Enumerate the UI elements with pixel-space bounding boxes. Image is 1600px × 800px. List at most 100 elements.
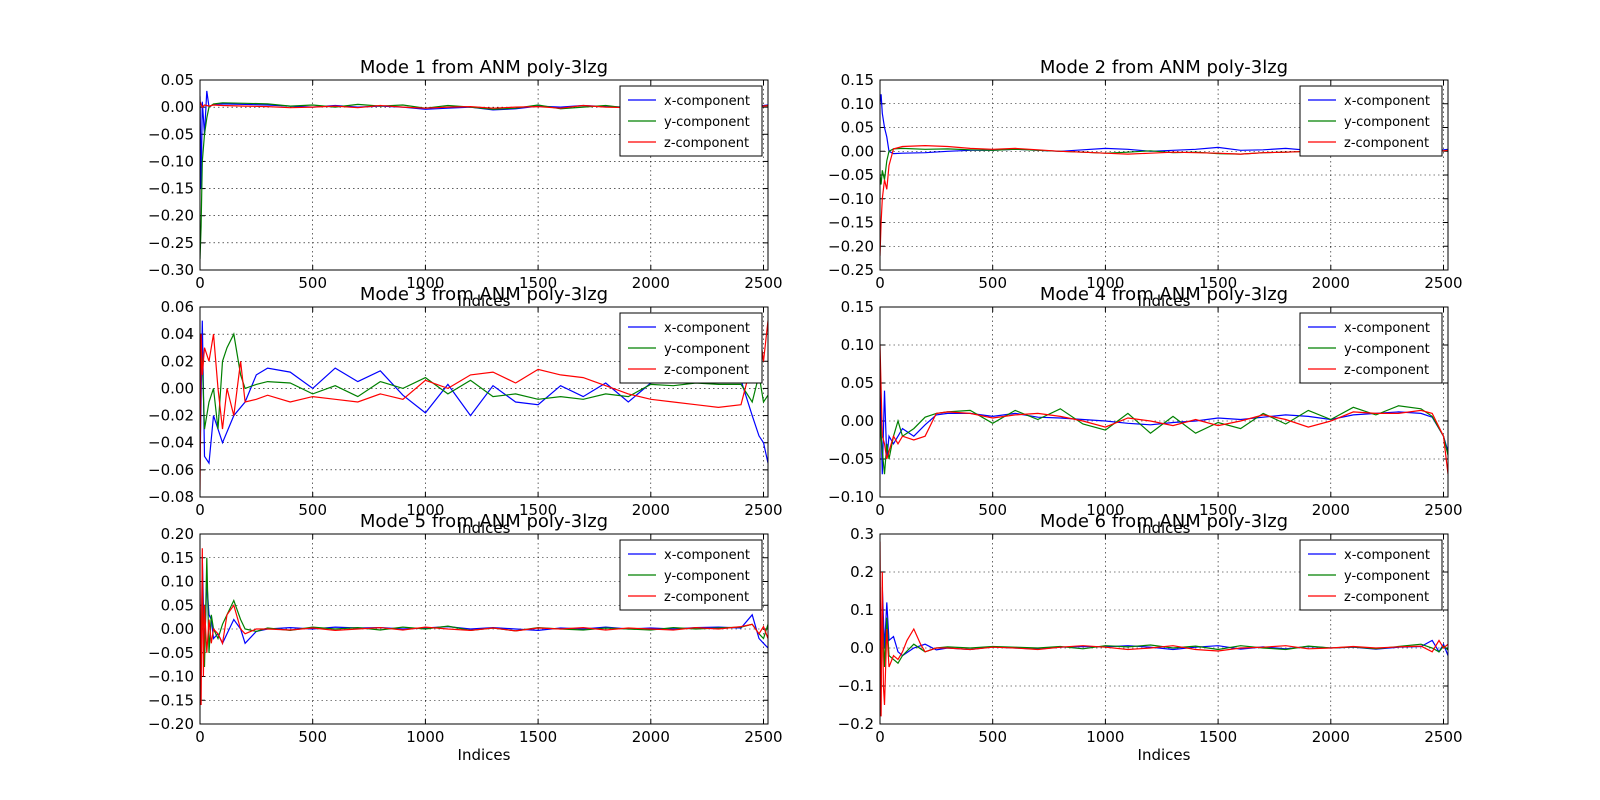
legend-label: y-component: [664, 115, 750, 130]
series-line-z-component: [200, 320, 768, 491]
x-tick-label: 1000: [406, 274, 444, 292]
x-tick-label: 1500: [519, 501, 557, 519]
series-line-y-component: [880, 405, 1448, 475]
x-tick-label: 2000: [632, 728, 670, 746]
legend-label: z-component: [664, 590, 749, 605]
subplot-mode-4: 0 500 1000 1500 2000 2500 −0.10 −0.05 0.00 0.05 0.…: [828, 284, 1463, 537]
x-tick-label: 1000: [1086, 274, 1124, 292]
y-tick-label: −0.08: [148, 488, 194, 506]
axes-frame: [879, 306, 1449, 498]
legend-label: x-component: [664, 94, 750, 109]
x-tick-label: 1500: [1199, 728, 1237, 746]
legend: x-component y-component z-component: [619, 85, 763, 157]
series-line-z-component: [200, 548, 768, 706]
x-tick-label: 500: [298, 501, 327, 519]
y-tick-label: −0.05: [148, 125, 194, 143]
y-tick-label: −0.06: [148, 461, 194, 479]
x-tick-label: 1500: [1199, 274, 1237, 292]
legend-label: x-component: [1344, 94, 1430, 109]
x-tick-label: 2500: [1424, 501, 1462, 519]
legend-label: y-component: [664, 569, 750, 584]
y-tick-label: −0.15: [828, 214, 874, 232]
y-tick-label: −0.02: [148, 407, 194, 425]
y-tick-label: 0.05: [161, 71, 194, 89]
y-tick-label: −0.30: [148, 261, 194, 279]
axes-frame: [879, 533, 1449, 725]
x-axis-label: Indices: [1138, 519, 1191, 537]
x-tick-label: 2000: [632, 501, 670, 519]
legend-label: z-component: [1344, 363, 1429, 378]
x-axis-label: Indices: [1138, 292, 1191, 310]
y-tick-label: −0.05: [828, 450, 874, 468]
y-tick-label: 0.05: [841, 374, 874, 392]
x-axis-label: Indices: [1138, 746, 1191, 764]
subplot-title: Mode 4 from ANM poly-3lzg: [1040, 284, 1288, 305]
x-tick-label: 0: [195, 501, 205, 519]
y-tick-label: 0.00: [161, 98, 194, 116]
y-tick-label: 0.02: [161, 352, 194, 370]
y-tick-label: 0.2: [850, 563, 874, 581]
series-line-z-component: [880, 541, 1448, 717]
y-tick-label: 0.0: [850, 639, 874, 657]
axes-frame: [199, 79, 769, 271]
legend-label: z-component: [1344, 590, 1429, 605]
legend-label: y-component: [1344, 115, 1430, 130]
legend-label: x-component: [1344, 321, 1430, 336]
x-tick-label: 2000: [1312, 728, 1350, 746]
y-tick-label: −0.05: [148, 644, 194, 662]
legend-label: y-component: [1344, 569, 1430, 584]
y-tick-label: −0.1: [838, 677, 874, 695]
series-line-y-component: [880, 609, 1448, 687]
x-tick-label: 2500: [744, 274, 782, 292]
y-tick-label: −0.2: [838, 715, 874, 733]
y-tick-label: −0.25: [148, 234, 194, 252]
x-tick-label: 0: [195, 728, 205, 746]
x-tick-label: 2000: [1312, 274, 1350, 292]
y-tick-label: 0.06: [161, 298, 194, 316]
x-tick-label: 1500: [519, 728, 557, 746]
subplot-mode-1: 0 500 1000 1500 2000 2500 −0.30 −0.25 −0.20 −0.15…: [148, 57, 783, 310]
x-tick-label: 500: [978, 501, 1007, 519]
y-tick-label: 0.15: [161, 549, 194, 567]
y-tick-label: −0.04: [148, 434, 194, 452]
subplot-mode-5: 0 500 1000 1500 2000 2500 −0.20 −0.15 −0.10 −0.05…: [148, 511, 783, 764]
x-tick-label: 2000: [1312, 501, 1350, 519]
y-tick-label: 0.15: [841, 298, 874, 316]
legend: x-component y-component z-component: [1299, 312, 1443, 384]
y-tick-label: −0.25: [828, 261, 874, 279]
axes-frame: [199, 533, 769, 725]
x-axis-label: Indices: [458, 292, 511, 310]
y-tick-label: −0.20: [148, 207, 194, 225]
x-tick-label: 1000: [406, 728, 444, 746]
y-tick-label: 0.00: [841, 412, 874, 430]
y-tick-label: 0.10: [841, 95, 874, 113]
x-axis-label: Indices: [458, 519, 511, 537]
subplot-title: Mode 6 from ANM poly-3lzg: [1040, 511, 1288, 532]
legend: x-component y-component z-component: [619, 312, 763, 384]
x-tick-label: 1000: [406, 501, 444, 519]
legend-label: y-component: [1344, 342, 1430, 357]
subplot-mode-2: 0 500 1000 1500 2000 2500 −0.25 −0.20 −0.15 −0.10…: [828, 57, 1463, 310]
y-tick-label: 0.00: [161, 620, 194, 638]
subplot-title: Mode 1 from ANM poly-3lzg: [360, 57, 608, 78]
x-tick-label: 2000: [632, 274, 670, 292]
y-tick-label: 0.10: [161, 573, 194, 591]
x-tick-label: 500: [298, 728, 327, 746]
series-line-y-component: [200, 557, 768, 668]
y-tick-label: 0.05: [841, 119, 874, 137]
y-tick-label: −0.05: [828, 166, 874, 184]
y-tick-label: −0.10: [148, 152, 194, 170]
x-tick-label: 1000: [1086, 501, 1124, 519]
series-line-z-component: [880, 344, 1448, 475]
x-tick-label: 1000: [1086, 728, 1124, 746]
x-tick-label: 500: [978, 274, 1007, 292]
legend-box: [619, 539, 763, 611]
x-axis-label: Indices: [458, 746, 511, 764]
x-tick-label: 2500: [744, 501, 782, 519]
x-tick-label: 500: [978, 728, 1007, 746]
y-tick-label: 0.00: [161, 379, 194, 397]
subplot-title: Mode 5 from ANM poly-3lzg: [360, 511, 608, 532]
y-tick-label: 0.1: [850, 601, 874, 619]
y-tick-label: −0.20: [148, 715, 194, 733]
y-tick-label: 0.3: [850, 525, 874, 543]
